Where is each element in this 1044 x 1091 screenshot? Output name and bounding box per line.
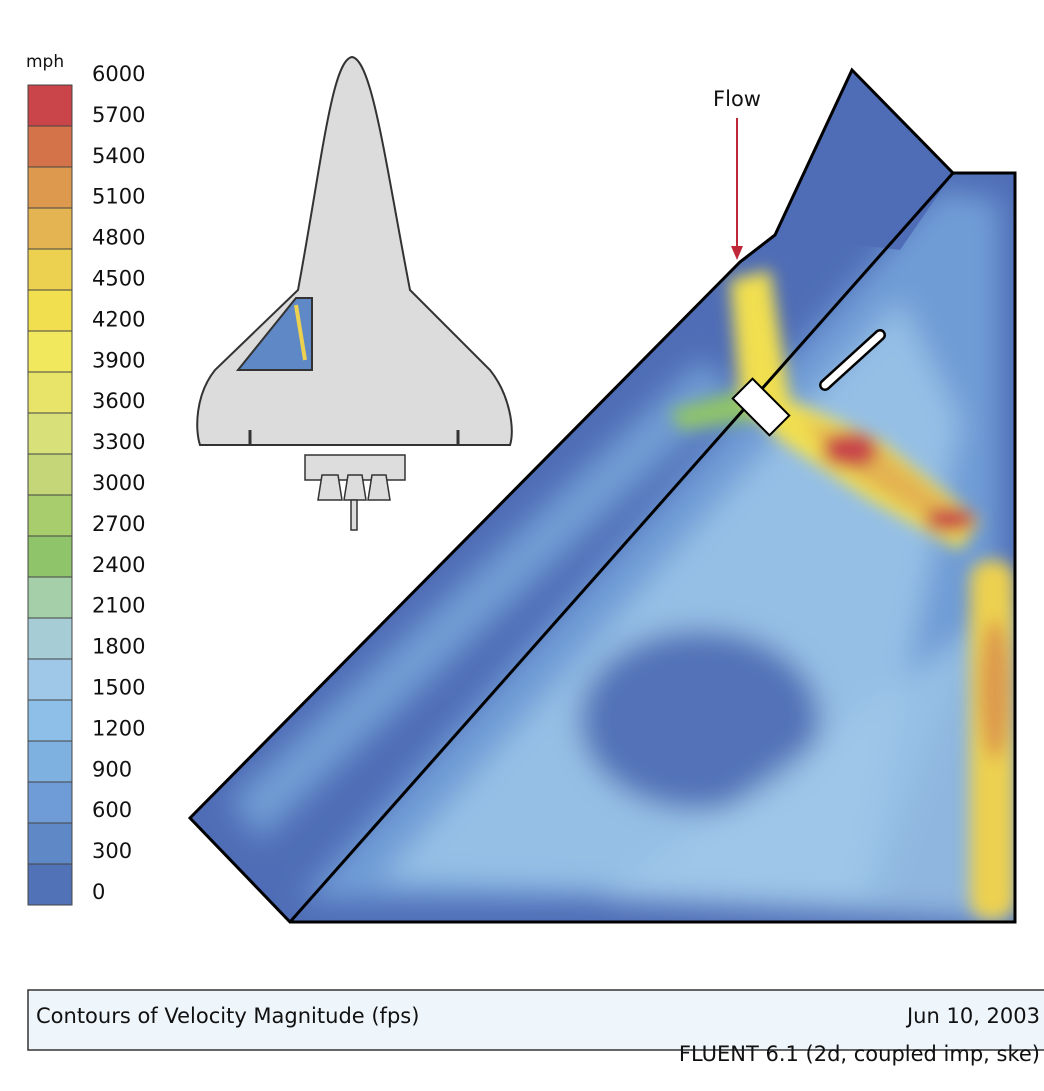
colorbar-segment <box>28 700 72 741</box>
colorbar-label: 3600 <box>92 389 145 413</box>
colorbar-label: 1200 <box>92 716 145 740</box>
colorbar-label: 900 <box>92 757 132 781</box>
footer-title: Contours of Velocity Magnitude (fps) <box>36 1004 419 1028</box>
colorbar: 6000570054005100480045004200390036003300… <box>28 62 145 905</box>
page: Flow mph 6000570054005100480045004200390… <box>0 0 1044 1091</box>
colorbar-segment <box>28 536 72 577</box>
colorbar-label: 300 <box>92 839 132 863</box>
footer-software: FLUENT 6.1 (2d, coupled imp, ske) <box>679 1042 1040 1066</box>
colorbar-label: 5100 <box>92 185 145 209</box>
colorbar-segment <box>28 454 72 495</box>
colorbar-segment <box>28 167 72 208</box>
colorbar-segment <box>28 290 72 331</box>
colorbar-segment <box>28 208 72 249</box>
colorbar-segment <box>28 495 72 536</box>
contour-field <box>180 60 1020 930</box>
colorbar-segment <box>28 823 72 864</box>
figure: Flow mph 6000570054005100480045004200390… <box>0 0 1044 1091</box>
colorbar-segment <box>28 413 72 454</box>
colorbar-segment <box>28 864 72 905</box>
colorbar-label: 4500 <box>92 267 145 291</box>
colorbar-label: 2400 <box>92 553 145 577</box>
colorbar-segment <box>28 126 72 167</box>
colorbar-segment <box>28 331 72 372</box>
colorbar-segment <box>28 249 72 290</box>
colorbar-segment <box>28 85 72 126</box>
colorbar-label: 5400 <box>92 144 145 168</box>
colorbar-label: 4200 <box>92 307 145 331</box>
colorbar-label: 2100 <box>92 594 145 618</box>
colorbar-label: 4800 <box>92 226 145 250</box>
colorbar-label: 2700 <box>92 512 145 536</box>
colorbar-segment <box>28 782 72 823</box>
colorbar-label: 3300 <box>92 430 145 454</box>
colorbar-label: 3900 <box>92 348 145 372</box>
shuttle-icon <box>197 57 512 530</box>
colorbar-label: 3000 <box>92 471 145 495</box>
colorbar-segment <box>28 372 72 413</box>
colorbar-label: 1800 <box>92 635 145 659</box>
colorbar-label: 5700 <box>92 103 145 127</box>
colorbar-label: 600 <box>92 798 132 822</box>
colorbar-unit: mph <box>26 52 64 72</box>
colorbar-segment <box>28 741 72 782</box>
colorbar-segment <box>28 577 72 618</box>
colorbar-label: 1500 <box>92 676 145 700</box>
flow-label: Flow <box>713 87 761 111</box>
footer-date: Jun 10, 2003 <box>905 1004 1040 1028</box>
colorbar-label: 6000 <box>92 62 145 86</box>
colorbar-segment <box>28 618 72 659</box>
flow-arrowhead <box>731 246 743 260</box>
colorbar-label: 0 <box>92 880 105 904</box>
colorbar-segment <box>28 659 72 700</box>
